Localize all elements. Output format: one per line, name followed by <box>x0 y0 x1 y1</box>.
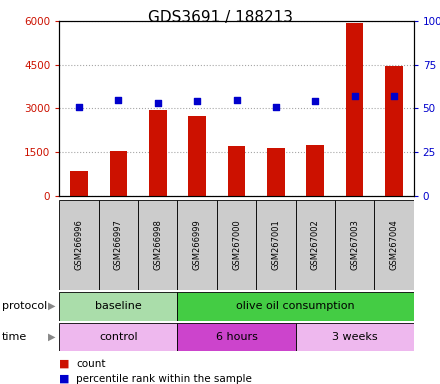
Bar <box>177 292 414 321</box>
Text: baseline: baseline <box>95 301 142 311</box>
Text: count: count <box>76 359 106 369</box>
Bar <box>385 66 403 196</box>
Text: GSM266999: GSM266999 <box>193 219 202 270</box>
Point <box>351 93 358 99</box>
Bar <box>374 200 414 290</box>
Bar <box>227 146 246 196</box>
Text: protocol: protocol <box>2 301 48 311</box>
Bar <box>296 323 414 351</box>
Text: ▶: ▶ <box>48 301 55 311</box>
Bar <box>59 292 177 321</box>
Bar <box>70 171 88 196</box>
Text: GSM267004: GSM267004 <box>389 219 399 270</box>
Bar <box>149 110 167 196</box>
Bar <box>346 23 363 196</box>
Bar <box>256 200 296 290</box>
Point <box>272 104 279 110</box>
Text: control: control <box>99 332 138 342</box>
Bar <box>110 151 127 196</box>
Bar <box>177 323 296 351</box>
Bar <box>99 200 138 290</box>
Bar <box>306 145 324 196</box>
Bar <box>335 200 374 290</box>
Bar <box>267 148 285 196</box>
Text: olive oil consumption: olive oil consumption <box>236 301 355 311</box>
Text: GSM267001: GSM267001 <box>271 219 280 270</box>
Text: ■: ■ <box>59 359 70 369</box>
Point <box>194 98 201 104</box>
Text: GSM266998: GSM266998 <box>153 219 162 270</box>
Bar <box>296 200 335 290</box>
Bar <box>59 200 99 290</box>
Bar <box>177 200 217 290</box>
Bar <box>217 200 256 290</box>
Text: GSM266997: GSM266997 <box>114 219 123 270</box>
Point <box>390 93 397 99</box>
Text: GSM267000: GSM267000 <box>232 219 241 270</box>
Text: ▶: ▶ <box>48 332 55 342</box>
Text: GDS3691 / 188213: GDS3691 / 188213 <box>147 10 293 25</box>
Point <box>76 104 83 110</box>
Text: 6 hours: 6 hours <box>216 332 257 342</box>
Text: ■: ■ <box>59 374 70 384</box>
Point <box>233 97 240 103</box>
Bar <box>188 116 206 196</box>
Point <box>312 98 319 104</box>
Text: 3 weeks: 3 weeks <box>332 332 378 342</box>
Point <box>154 100 161 106</box>
Text: percentile rank within the sample: percentile rank within the sample <box>76 374 252 384</box>
Point <box>115 97 122 103</box>
Bar <box>59 323 177 351</box>
Text: time: time <box>2 332 27 342</box>
Text: GSM266996: GSM266996 <box>74 219 84 270</box>
Text: GSM267003: GSM267003 <box>350 219 359 270</box>
Bar <box>138 200 177 290</box>
Text: GSM267002: GSM267002 <box>311 219 320 270</box>
